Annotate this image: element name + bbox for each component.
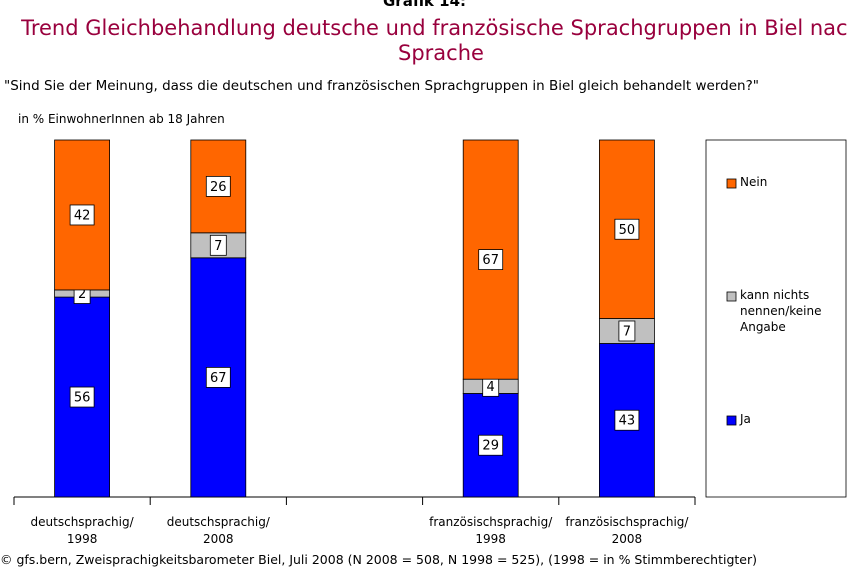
value-label: 4 xyxy=(487,380,495,395)
value-label-box xyxy=(614,409,640,431)
value-label: 43 xyxy=(619,414,636,429)
value-label: 56 xyxy=(74,391,91,406)
legend-label: kann nichts nennen/keine Angabe xyxy=(740,288,822,334)
subtitle: "Sind Sie der Meinung, dass die deutsche… xyxy=(4,78,759,94)
legend-swatch xyxy=(726,415,737,426)
value-label: 7 xyxy=(623,324,631,339)
value-label: 67 xyxy=(482,253,499,268)
value-label-box xyxy=(205,176,231,197)
value-label-box xyxy=(209,234,227,256)
source: © gfs.bern, Zweisprachigkeitsbarometer B… xyxy=(0,552,757,567)
value-label-box xyxy=(618,320,636,342)
value-label: 67 xyxy=(210,371,227,386)
value-label: 42 xyxy=(74,208,91,223)
value-label-box xyxy=(69,386,95,408)
value-label: 2 xyxy=(78,287,86,302)
value-label-box xyxy=(205,367,231,388)
value-label-box xyxy=(478,434,504,456)
legend-label: Ja xyxy=(740,412,751,426)
kicker: Grafik 14: xyxy=(382,0,467,10)
chart-title: Trend Gleichbehandlung deutsche und fran… xyxy=(21,16,849,65)
value-label-box xyxy=(69,204,95,226)
value-label: 7 xyxy=(214,239,222,254)
note: in % EinwohnerInnen ab 18 Jahren xyxy=(18,112,225,126)
value-label-box xyxy=(614,218,640,240)
value-label: 26 xyxy=(210,180,227,195)
x-tick-label: deutschsprachig/ 1998 xyxy=(30,515,134,546)
legend-box xyxy=(705,139,847,498)
legend-swatch xyxy=(726,291,737,302)
value-label: 50 xyxy=(619,223,636,238)
x-tick-label: französischsprachig/ 2008 xyxy=(565,515,689,546)
value-label: 29 xyxy=(482,439,499,454)
value-label-box xyxy=(478,249,504,270)
x-tick-label: deutschsprachig/ 2008 xyxy=(166,515,270,546)
x-tick-label: französischsprachig/ 1998 xyxy=(429,515,553,546)
legend-swatch xyxy=(726,178,737,189)
legend-label: Nein xyxy=(740,175,768,189)
